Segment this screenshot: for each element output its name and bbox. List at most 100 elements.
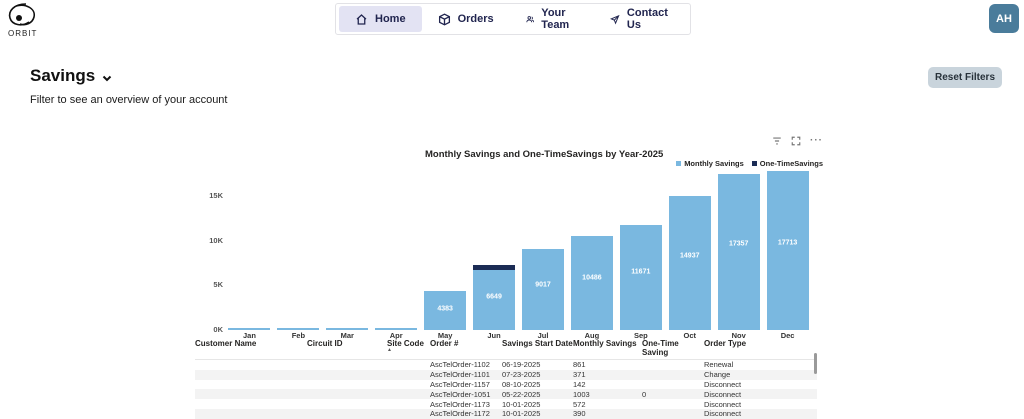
legend-item-one-time-savings[interactable]: One-TimeSavings	[751, 159, 823, 168]
column-header[interactable]: Customer Name	[195, 339, 257, 348]
reset-filters-button[interactable]: Reset Filters	[928, 67, 1002, 88]
table-row[interactable]: AscTelOrder-1173 10-01-2025 572 Disconnect	[195, 399, 817, 409]
table-cell: Disconnect	[704, 389, 742, 399]
bar-segment-monthly: 14937	[668, 196, 711, 330]
x-axis-label: Nov	[731, 331, 746, 340]
y-axis-tick: 10K	[209, 236, 223, 245]
bar-slot: 14937	[665, 168, 714, 330]
nav-item-orders[interactable]: Orders	[422, 6, 510, 32]
column-header[interactable]: One-Time Saving	[642, 339, 679, 357]
bar-value-label: 10486	[582, 274, 602, 282]
main-nav: Home Orders Your Team Contact Us	[335, 3, 691, 35]
table-cell: 08-10-2025	[502, 379, 541, 389]
legend-label: Monthly Savings	[684, 159, 744, 168]
bar-value-label: 9017	[535, 281, 551, 289]
bar-segment-monthly: 9017	[521, 249, 564, 330]
column-header[interactable]: Savings Start Date	[502, 339, 573, 348]
table-cell: 07-23-2025	[502, 370, 541, 380]
column-header[interactable]: Site Code ▲	[387, 339, 430, 357]
table-cell: AscTelOrder-1102	[430, 360, 490, 370]
bar-value-label: 6649	[486, 293, 502, 301]
focus-mode-icon[interactable]	[791, 136, 801, 146]
bar-segment-monthly	[228, 328, 271, 330]
nav-item-label: Contact Us	[626, 7, 668, 31]
table-cell: Renewal	[704, 360, 734, 370]
table-row[interactable]: AscTelOrder-1102 06-19-2025 861 Renewal	[195, 360, 817, 370]
x-axis-label: Aug	[584, 331, 600, 340]
table-cell: 10-01-2025	[502, 399, 541, 409]
user-avatar[interactable]: AH	[989, 4, 1019, 33]
nav-item-your-team[interactable]: Your Team	[510, 6, 594, 32]
bar-slot	[372, 168, 421, 330]
more-options-icon[interactable]: ···	[810, 135, 823, 146]
table-row[interactable]: AscTelOrder-1101 07-23-2025 371 Change	[195, 369, 817, 380]
table-cell: 861	[573, 360, 586, 370]
bar-may[interactable]: 4383	[424, 291, 467, 330]
nav-item-home[interactable]: Home	[339, 6, 422, 32]
orbit-logo[interactable]: ORBIT	[6, 2, 66, 38]
x-axis-label: May	[437, 331, 453, 340]
column-header[interactable]: Monthly Savings	[573, 339, 637, 348]
table-cell: AscTelOrder-1101	[430, 370, 490, 380]
page-subtitle: Filter to see an overview of your accoun…	[30, 94, 228, 106]
bar-segment-one-time	[473, 265, 516, 270]
table-cell: 142	[573, 379, 586, 389]
column-header[interactable]: Circuit ID	[307, 339, 343, 348]
table-cell: Change	[704, 370, 731, 380]
bar-jun[interactable]: 6649	[473, 265, 516, 330]
savings-chart: ··· Monthly Savings and One-TimeSavings …	[195, 130, 827, 345]
bar-value-label: 17357	[728, 240, 749, 248]
bar-value-label: 17713	[777, 239, 798, 247]
table-row[interactable]: AscTelOrder-1172 10-01-2025 390 Disconnect	[195, 408, 817, 419]
bar-feb[interactable]	[277, 328, 320, 330]
x-axis-label: Apr	[389, 331, 403, 340]
bar-slot: 17357	[714, 168, 763, 330]
bar-slot: 17713	[763, 168, 812, 330]
bar-segment-monthly	[277, 328, 320, 330]
bar-jan[interactable]	[228, 328, 271, 330]
bar-sep[interactable]: 11671	[619, 225, 662, 330]
table-cell: AscTelOrder-1172	[430, 409, 490, 419]
bar-oct[interactable]: 14937	[668, 196, 711, 330]
table-cell: 05-22-2025	[502, 389, 541, 399]
bar-slot: 9017	[519, 168, 568, 330]
x-axis-label: Jun	[487, 331, 501, 340]
bar-apr[interactable]	[375, 328, 418, 330]
chart-legend: Monthly Savings One-TimeSavings	[676, 159, 823, 168]
nav-item-contact-us[interactable]: Contact Us	[594, 6, 687, 32]
bar-mar[interactable]	[326, 328, 369, 330]
bar-value-label: 14937	[680, 252, 700, 260]
bar-aug[interactable]: 10486	[570, 236, 613, 330]
bar-dec[interactable]: 17713	[766, 171, 809, 330]
chevron-down-icon[interactable]	[101, 72, 113, 84]
sort-ascending-icon: ▲	[387, 347, 392, 353]
legend-label: One-TimeSavings	[759, 159, 823, 168]
bar-jul[interactable]: 9017	[521, 249, 564, 330]
bar-value-label: 11671	[631, 268, 651, 276]
table-row[interactable]: AscTelOrder-1157 08-10-2025 142 Disconnect	[195, 380, 817, 390]
x-axis-label: Dec	[780, 331, 795, 340]
y-axis-tick: 5K	[213, 280, 223, 289]
chart-plot-area: 4383 6649 9017 10486 11671 14937 17357 17713	[225, 168, 812, 330]
table-scrollbar[interactable]	[813, 353, 817, 374]
table-row[interactable]: AscTelOrder-1051 05-22-2025 1003 0 Disconnec…	[195, 389, 817, 400]
page-title: Savings	[30, 66, 96, 85]
column-header[interactable]: Order Type	[704, 339, 747, 348]
bar-value-label: 4383	[437, 305, 453, 313]
y-axis-tick: 15K	[209, 191, 223, 200]
column-header[interactable]: Order #	[430, 339, 459, 348]
bar-slot	[225, 168, 274, 330]
orbit-logo-icon	[8, 3, 36, 26]
x-axis-label: Oct	[683, 331, 697, 340]
table-cell: 1003	[573, 389, 590, 399]
table-cell: 572	[573, 399, 586, 409]
bar-slot: 4383	[421, 168, 470, 330]
filter-icon[interactable]	[772, 136, 782, 146]
table-cell: Disconnect	[704, 379, 742, 389]
table-cell: AscTelOrder-1173	[430, 399, 490, 409]
bar-nov[interactable]: 17357	[717, 174, 760, 330]
legend-item-monthly-savings[interactable]: Monthly Savings	[676, 159, 744, 168]
send-icon	[610, 14, 620, 25]
table-cell: AscTelOrder-1051	[430, 389, 491, 399]
chart-header-actions: ···	[772, 136, 823, 146]
